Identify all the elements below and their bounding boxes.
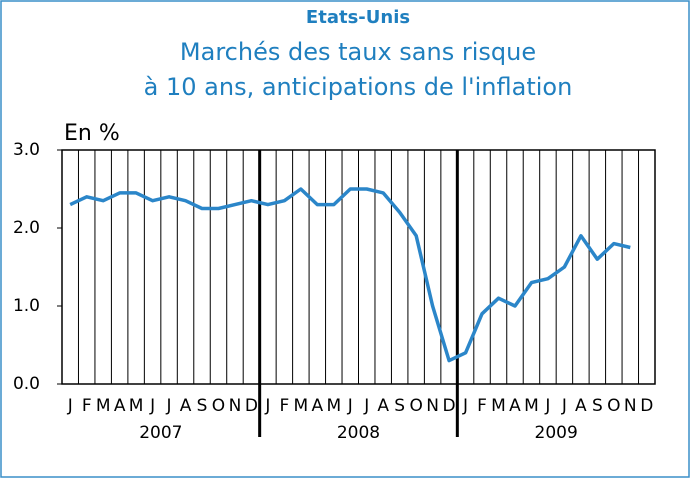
chart-subtitle: Marchés des taux sans risque xyxy=(180,38,536,66)
y-tick-label: 1.0 xyxy=(13,296,40,316)
x-tick-label: J xyxy=(264,396,270,416)
x-tick-label: M xyxy=(129,396,144,416)
x-tick-label: O xyxy=(409,396,422,416)
x-tick-label: N xyxy=(426,396,439,416)
x-tick-label: D xyxy=(245,396,258,416)
x-tick-label: A xyxy=(180,396,192,416)
x-tick-label: A xyxy=(311,396,323,416)
x-tick-label: A xyxy=(114,396,126,416)
y-tick-label: 3.0 xyxy=(13,140,40,160)
x-tick-label: J xyxy=(363,396,369,416)
x-tick-label: S xyxy=(394,396,405,416)
y-axis-label: En % xyxy=(64,121,120,146)
x-tick-label: N xyxy=(229,396,242,416)
x-tick-label: D xyxy=(640,396,653,416)
x-tick-label: F xyxy=(82,396,92,416)
series-line xyxy=(69,187,631,363)
x-tick-label: J xyxy=(67,396,73,416)
x-tick-label: F xyxy=(279,396,289,416)
year-label: 2008 xyxy=(337,423,380,443)
x-tick-label: D xyxy=(443,396,456,416)
y-tick-label: 2.0 xyxy=(13,218,40,238)
x-tick-label: J xyxy=(561,396,567,416)
x-tick-label: A xyxy=(509,396,521,416)
x-tick-label: M xyxy=(294,396,309,416)
x-tick-label: J xyxy=(462,396,468,416)
x-tick-label: A xyxy=(575,396,587,416)
year-label: 2009 xyxy=(535,423,578,443)
plot-frame xyxy=(61,149,656,385)
x-tick-label: J xyxy=(544,396,550,416)
x-tick-label: F xyxy=(477,396,487,416)
x-tick-label: O xyxy=(212,396,225,416)
x-tick-label: J xyxy=(149,396,155,416)
x-tick-label: J xyxy=(347,396,353,416)
x-tick-label: S xyxy=(592,396,603,416)
x-tick-label: A xyxy=(377,396,389,416)
x-tick-label: O xyxy=(607,396,620,416)
frame xyxy=(0,0,690,478)
y-tick-label: 0.0 xyxy=(13,374,40,394)
x-tick-label: J xyxy=(166,396,172,416)
x-tick-label: S xyxy=(197,396,208,416)
year-label: 2007 xyxy=(139,423,182,443)
chart-title: Etats-Unis xyxy=(306,7,410,28)
x-tick-label: M xyxy=(96,396,111,416)
x-tick-label: N xyxy=(624,396,637,416)
x-tick-label: M xyxy=(524,396,539,416)
x-tick-label: M xyxy=(326,396,341,416)
chart-subtitle: à 10 ans, anticipations de l'inflation xyxy=(144,73,573,101)
x-tick-label: M xyxy=(491,396,506,416)
